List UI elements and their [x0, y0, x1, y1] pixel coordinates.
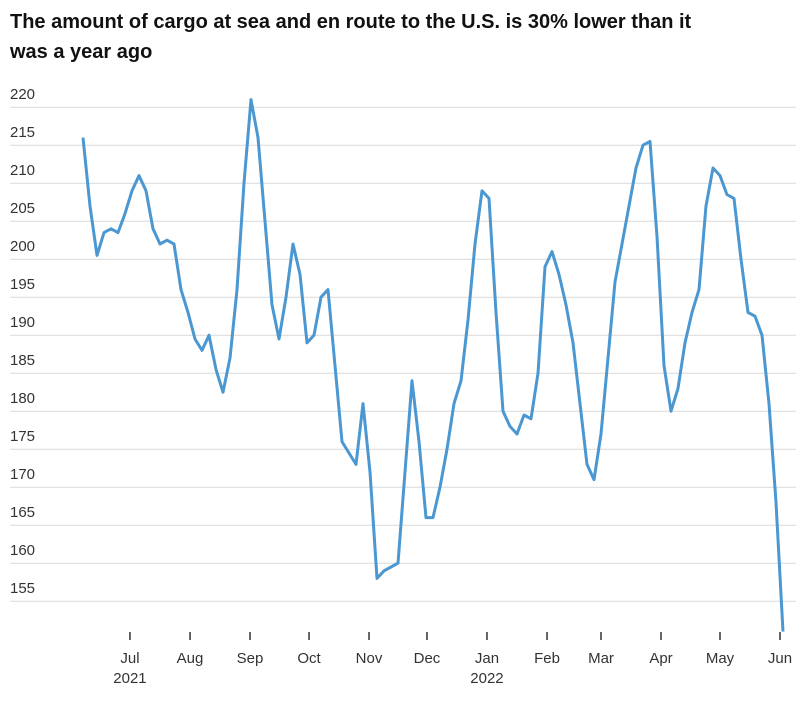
x-tick-label: Jun	[768, 650, 792, 667]
x-tick-label: Jan	[475, 650, 499, 667]
y-tick-label: 175	[10, 428, 35, 445]
x-tick-label: Feb	[534, 650, 560, 667]
y-tick-label: 165	[10, 504, 35, 521]
chart-title: was a year ago	[9, 41, 152, 63]
y-tick-label: 220	[10, 86, 35, 103]
y-tick-label: 210	[10, 162, 35, 179]
x-tick-label: Oct	[297, 650, 321, 667]
x-tick-label: Jul	[120, 650, 139, 667]
x-tick-label: Dec	[414, 650, 441, 667]
x-tick-label: Nov	[356, 650, 383, 667]
y-tick-label: 160	[10, 542, 35, 559]
chart-title: The amount of cargo at sea and en route …	[10, 11, 692, 33]
y-tick-label: 195	[10, 276, 35, 293]
y-tick-label: 155	[10, 580, 35, 597]
x-tick-label: May	[706, 650, 735, 667]
x-year-label: 2022	[470, 670, 503, 687]
y-tick-label: 185	[10, 352, 35, 369]
y-tick-label: 205	[10, 200, 35, 217]
x-tick-label: Aug	[177, 650, 204, 667]
y-tick-label: 180	[10, 390, 35, 407]
x-year-label: 2021	[113, 670, 146, 687]
x-tick-label: Apr	[649, 650, 672, 667]
y-tick-label: 200	[10, 238, 35, 255]
y-tick-label: 190	[10, 314, 35, 331]
y-tick-label: 215	[10, 124, 35, 141]
x-tick-label: Sep	[237, 650, 264, 667]
y-tick-label: 170	[10, 466, 35, 483]
data-line	[81, 98, 785, 632]
x-tick-label: Mar	[588, 650, 614, 667]
